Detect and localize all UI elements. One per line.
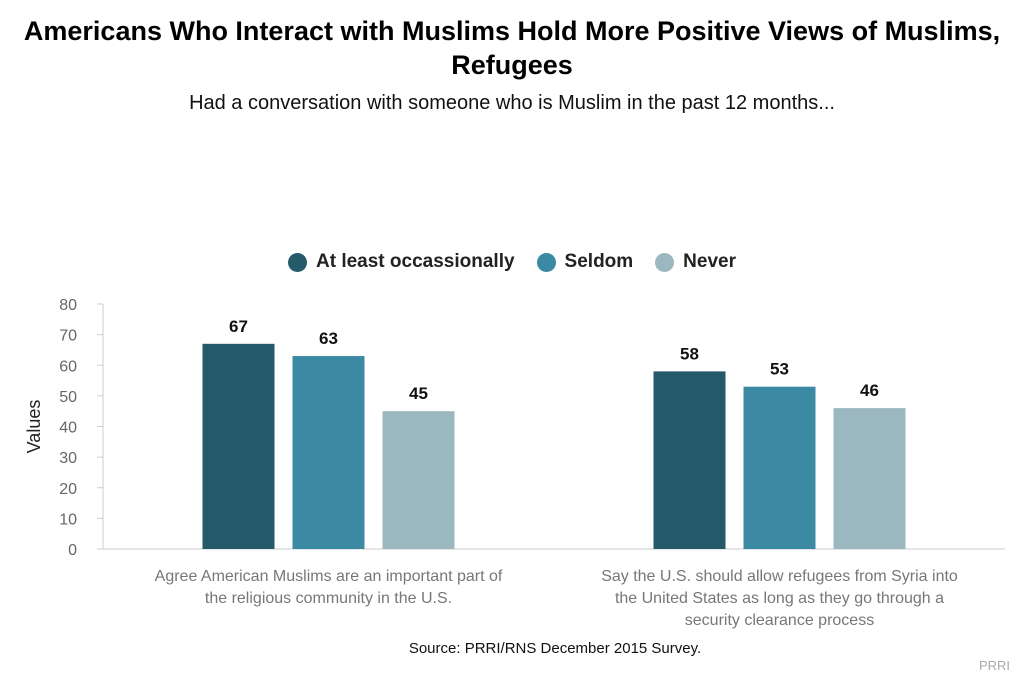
bar-value-label: 58 (680, 344, 699, 363)
bar-value-label: 45 (409, 384, 428, 403)
x-category-label: Agree American Muslims are an important … (155, 568, 503, 585)
x-category-label: security clearance process (685, 612, 874, 629)
y-tick-label: 10 (59, 511, 77, 528)
legend-swatch-seldom (536, 252, 556, 272)
y-tick-label: 80 (59, 297, 77, 314)
chart-title: Americans Who Interact with Muslims Hold… (23, 16, 1001, 80)
x-category-label: Say the U.S. should allow refugees from … (601, 568, 958, 585)
y-axis-title: Values (24, 400, 44, 454)
legend-label-at-least-occasionally: At least occassionally (316, 251, 515, 272)
legend-item-seldom[interactable]: Seldom (536, 251, 634, 273)
chart-subtitle: Had a conversation with someone who is M… (189, 92, 835, 114)
x-category-label: the United States as long as they go thr… (615, 590, 944, 607)
y-tick-label: 20 (59, 481, 77, 498)
bar-value-label: 53 (770, 360, 789, 379)
legend-swatch-never (655, 252, 675, 272)
y-tick-label: 30 (59, 450, 77, 467)
bar (653, 371, 726, 549)
source-note: Source: PRRI/RNS December 2015 Survey. (408, 640, 702, 657)
legend-item-at-least-occasionally[interactable]: At least occassionally (288, 251, 515, 273)
credit-label: PRRI (978, 658, 1010, 673)
bar (292, 356, 365, 549)
legend-swatch-at-least-occasionally (288, 252, 307, 272)
y-tick-label: 70 (59, 328, 77, 345)
bar-value-label: 67 (229, 317, 248, 336)
bar-value-label: 46 (860, 381, 879, 400)
legend: At least occassionally Seldom Never (0, 251, 1024, 273)
y-tick-label: 0 (68, 542, 77, 559)
y-tick-label: 50 (59, 389, 77, 406)
legend-label-seldom: Seldom (564, 251, 634, 272)
legend-item-never[interactable]: Never (655, 251, 736, 273)
bar (833, 408, 906, 549)
y-tick-label: 40 (59, 420, 77, 437)
bar (382, 411, 455, 549)
bar (743, 386, 816, 549)
bar (202, 343, 275, 549)
x-category-label: the religious community in the U.S. (205, 590, 452, 607)
bar-value-label: 63 (319, 329, 338, 348)
y-tick-label: 60 (59, 358, 77, 375)
legend-label-never: Never (683, 251, 736, 272)
